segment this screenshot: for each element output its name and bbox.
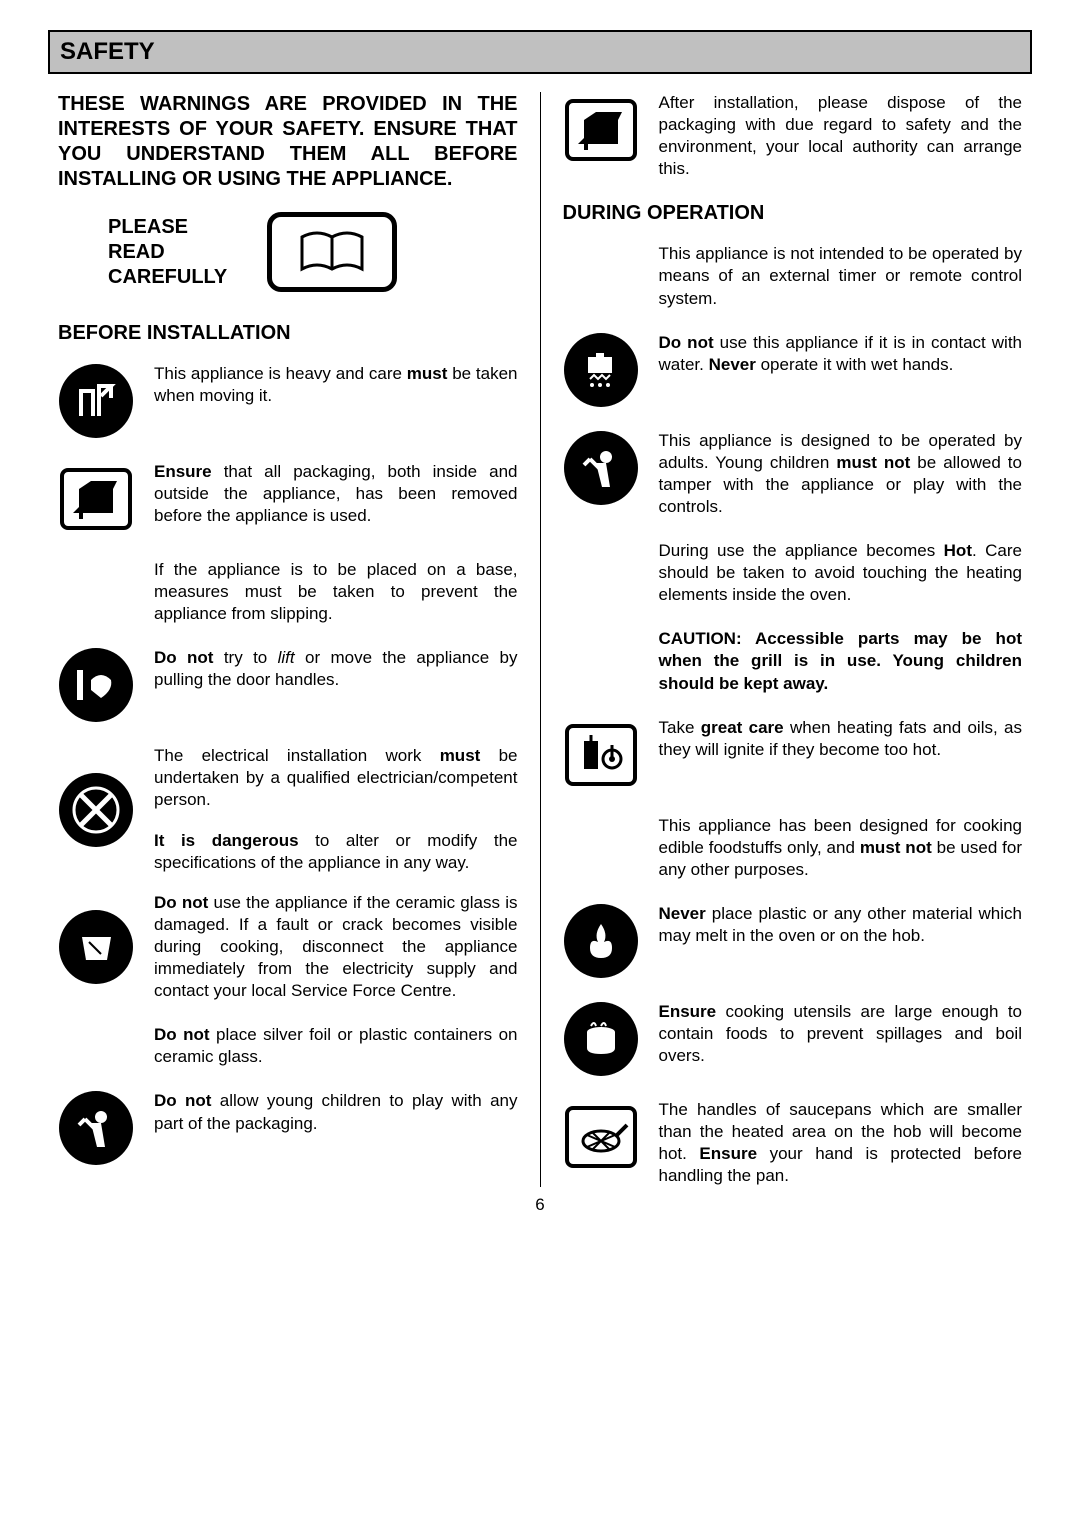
list-item: Do not use the appliance if the ceramic … bbox=[58, 892, 518, 1002]
flame-icon bbox=[563, 903, 639, 979]
list-item: Do not allow young children to play with… bbox=[58, 1090, 518, 1166]
list-item: After installation, please dispose of th… bbox=[563, 92, 1023, 180]
list-item: This appliance is heavy and care must be… bbox=[58, 363, 518, 439]
item-text: Ensure cooking utensils are large enough… bbox=[659, 1001, 1023, 1067]
during-operation-heading: DURING OPERATION bbox=[563, 202, 1023, 225]
page-title: SAFETY bbox=[60, 38, 1020, 66]
list-item: CAUTION: Accessible parts may be hot whe… bbox=[563, 628, 1023, 694]
item-text: After installation, please dispose of th… bbox=[659, 92, 1023, 180]
tools-icon bbox=[58, 772, 134, 848]
header-bar: SAFETY bbox=[48, 30, 1032, 74]
list-item: Do not place silver foil or plastic cont… bbox=[58, 1024, 518, 1068]
item-text: CAUTION: Accessible parts may be hot whe… bbox=[659, 628, 1023, 694]
list-item: This appliance is not intended to be ope… bbox=[563, 243, 1023, 309]
list-item: During use the appliance becomes Hot. Ca… bbox=[563, 540, 1023, 606]
item-text: Do not use the appliance if the ceramic … bbox=[154, 892, 518, 1002]
fat-icon bbox=[563, 717, 639, 793]
spacer-icon bbox=[58, 1024, 134, 1025]
item-text: This appliance has been designed for coo… bbox=[659, 815, 1023, 881]
page-number: 6 bbox=[48, 1195, 1032, 1215]
list-item: Do not try to lift or move the appliance… bbox=[58, 647, 518, 723]
spacer-icon bbox=[563, 815, 639, 816]
list-item: Ensure that all packaging, both inside a… bbox=[58, 461, 518, 537]
glass-icon bbox=[58, 909, 134, 985]
spacer-icon bbox=[563, 628, 639, 629]
list-item: Never place plastic or any other materia… bbox=[563, 903, 1023, 979]
wethands-icon bbox=[563, 332, 639, 408]
right-column: After installation, please dispose of th… bbox=[541, 92, 1033, 1187]
spacer-icon bbox=[563, 540, 639, 541]
list-item: This appliance has been designed for coo… bbox=[563, 815, 1023, 881]
item-text: Do not place silver foil or plastic cont… bbox=[154, 1024, 518, 1068]
box-icon bbox=[58, 461, 134, 537]
list-item: Take great care when heating fats and oi… bbox=[563, 717, 1023, 793]
spacer-icon bbox=[58, 559, 134, 560]
read-label: PLEASEREADCAREFULLY bbox=[108, 215, 227, 290]
item-text: If the appliance is to be placed on a ba… bbox=[154, 559, 518, 625]
pan-icon bbox=[563, 1099, 639, 1175]
item-text: It is dangerous to alter or modify the s… bbox=[154, 830, 518, 874]
intro-warning: THESE WARNINGS ARE PROVIDED IN THE INTER… bbox=[58, 92, 518, 192]
box-icon bbox=[563, 92, 639, 168]
pot-icon bbox=[563, 1001, 639, 1077]
item-text: Do not use this appliance if it is in co… bbox=[659, 332, 1023, 376]
lift-icon bbox=[58, 363, 134, 439]
item-text: Do not try to lift or move the appliance… bbox=[154, 647, 518, 691]
item-text: During use the appliance becomes Hot. Ca… bbox=[659, 540, 1023, 606]
child-icon bbox=[58, 1090, 134, 1166]
left-column: THESE WARNINGS ARE PROVIDED IN THE INTER… bbox=[48, 92, 541, 1187]
item-text: The handles of saucepans which are small… bbox=[659, 1099, 1023, 1187]
handle-icon bbox=[58, 647, 134, 723]
list-item: The electrical installation work must be… bbox=[58, 745, 518, 873]
book-icon bbox=[267, 212, 397, 292]
list-item: The handles of saucepans which are small… bbox=[563, 1099, 1023, 1187]
content-columns: THESE WARNINGS ARE PROVIDED IN THE INTER… bbox=[48, 92, 1032, 1187]
list-item: Do not use this appliance if it is in co… bbox=[563, 332, 1023, 408]
item-text: This appliance is designed to be operate… bbox=[659, 430, 1023, 518]
read-carefully-row: PLEASEREADCAREFULLY bbox=[58, 212, 518, 292]
list-item: Ensure cooking utensils are large enough… bbox=[563, 1001, 1023, 1077]
before-installation-heading: BEFORE INSTALLATION bbox=[58, 322, 518, 345]
list-item: If the appliance is to be placed on a ba… bbox=[58, 559, 518, 625]
spacer-icon bbox=[563, 243, 639, 244]
item-text: Never place plastic or any other materia… bbox=[659, 903, 1023, 947]
item-text: Do not allow young children to play with… bbox=[154, 1090, 518, 1134]
item-text: Ensure that all packaging, both inside a… bbox=[154, 461, 518, 527]
item-text: Take great care when heating fats and oi… bbox=[659, 717, 1023, 761]
item-text: This appliance is heavy and care must be… bbox=[154, 363, 518, 407]
child-icon bbox=[563, 430, 639, 506]
item-text: This appliance is not intended to be ope… bbox=[659, 243, 1023, 309]
list-item: This appliance is designed to be operate… bbox=[563, 430, 1023, 518]
item-text: The electrical installation work must be… bbox=[154, 745, 518, 811]
